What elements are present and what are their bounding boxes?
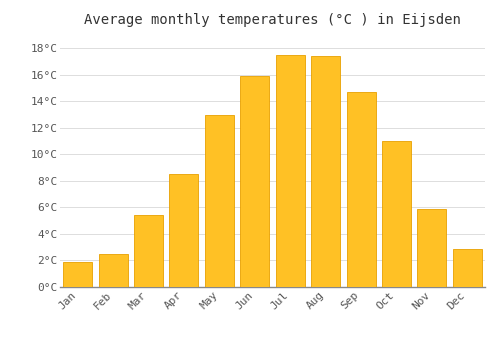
Bar [453, 248, 482, 287]
Bar [382, 141, 411, 287]
Bar [98, 254, 128, 287]
Title: Average monthly temperatures (°C ) in Eijsden: Average monthly temperatures (°C ) in Ei… [84, 13, 461, 27]
Bar [205, 114, 234, 287]
Bar [311, 56, 340, 287]
Bar [134, 215, 163, 287]
Bar [240, 76, 270, 287]
Bar [63, 262, 92, 287]
Bar [418, 209, 446, 287]
Bar [346, 92, 376, 287]
Bar [276, 55, 304, 287]
Bar [170, 174, 198, 287]
